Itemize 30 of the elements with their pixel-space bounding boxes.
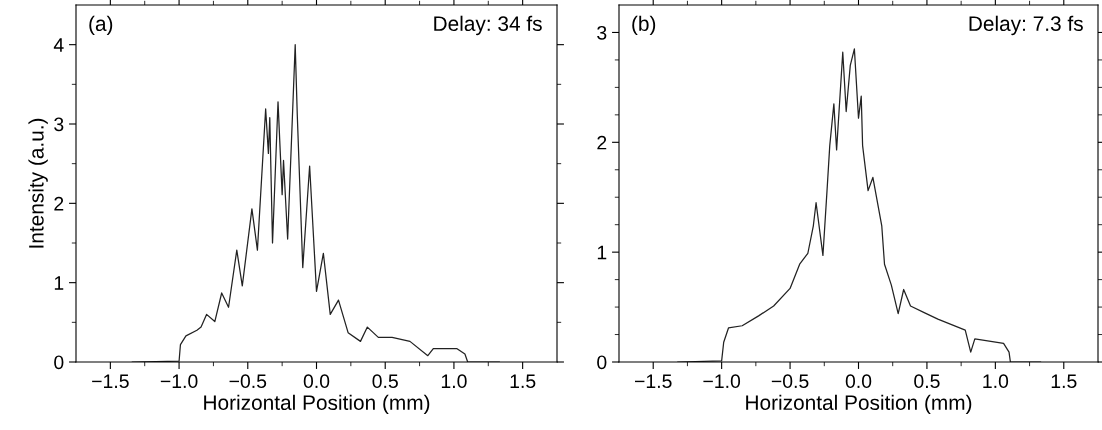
- y-tick-label: 1: [54, 276, 64, 290]
- x-tick-label: −1.0: [703, 374, 741, 389]
- x-axis-title: Horizontal Position (mm): [204, 394, 430, 415]
- x-tick-label: −1.0: [160, 374, 198, 389]
- y-tick-label: 3: [597, 25, 607, 40]
- x-tick-label: 0.5: [914, 374, 940, 389]
- x-tick-label: 0.0: [303, 374, 330, 389]
- y-tick-label: 1: [597, 245, 607, 260]
- x-axis-title: Horizontal Position (mm): [746, 394, 972, 415]
- x-tick-label: 0.5: [372, 374, 398, 389]
- y-tick-label: 0: [54, 355, 64, 370]
- y-tick-label: 2: [54, 196, 64, 211]
- annotation: Delay: 34 fs: [434, 15, 542, 36]
- annotation: Delay: 7.3 fs: [969, 15, 1083, 36]
- y-tick-label: 0: [597, 355, 607, 370]
- x-tick-label: −1.5: [634, 374, 672, 389]
- annotation: (a): [89, 15, 113, 36]
- x-tick-label: −0.5: [771, 374, 809, 389]
- y-tick-label: 4: [53, 38, 64, 52]
- x-tick-label: −0.5: [229, 374, 267, 389]
- y-tick-label: 2: [597, 135, 607, 150]
- y-tick-label: 3: [54, 117, 64, 132]
- x-tick-label: 0.0: [845, 374, 872, 389]
- annotation: (b): [632, 15, 656, 36]
- x-tick-label: 1.5: [510, 374, 536, 389]
- x-tick-label: 1.0: [441, 374, 467, 389]
- y-axis-title: Intensity (a.u.): [28, 118, 48, 248]
- x-tick-label: −1.5: [92, 374, 129, 389]
- x-tick-label: 1.0: [983, 374, 1009, 389]
- x-tick-label: 1.5: [1051, 374, 1077, 389]
